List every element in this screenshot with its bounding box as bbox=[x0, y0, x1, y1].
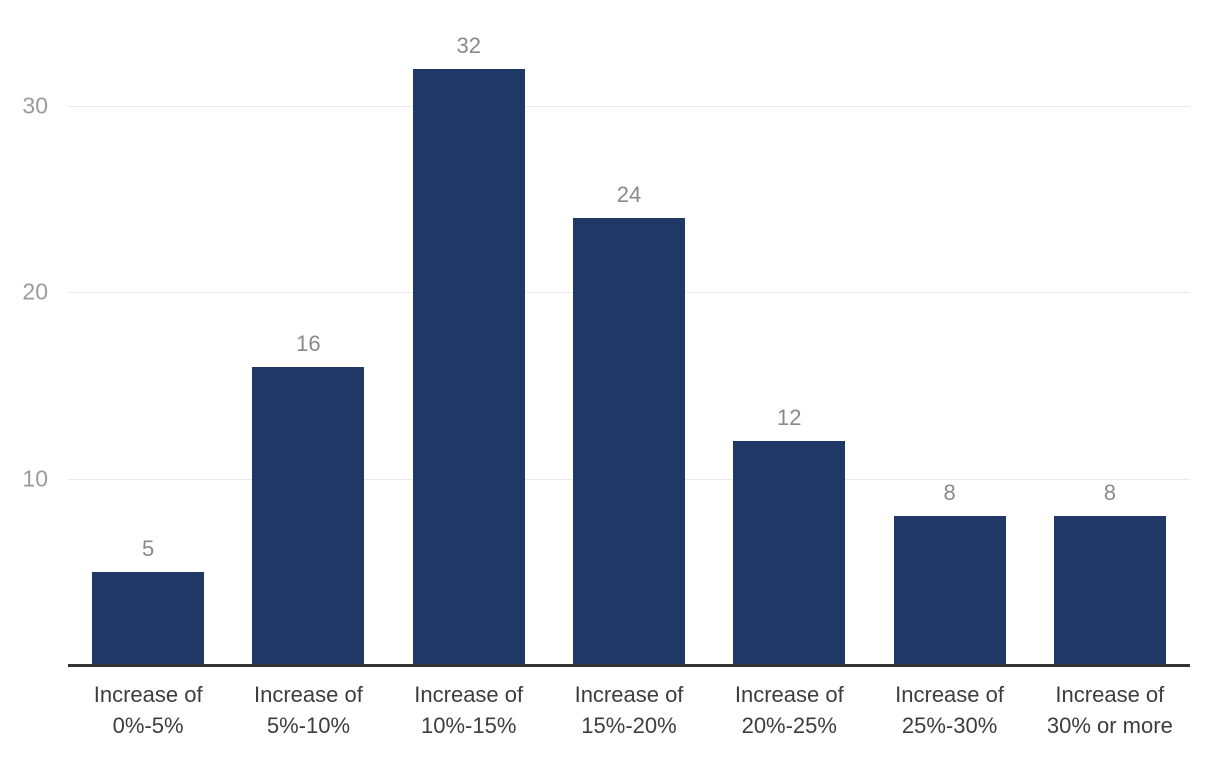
gridline-y-30 bbox=[68, 105, 1190, 107]
x-tick-label: Increase of 30% or more bbox=[1046, 682, 1173, 738]
bar-value-label: 8 bbox=[943, 479, 956, 505]
bar-3 bbox=[573, 217, 685, 665]
x-tick-label: Increase of 5%-10% bbox=[254, 682, 363, 738]
x-tick-label: Increase of 10%-15% bbox=[414, 682, 524, 738]
bar-1 bbox=[252, 366, 365, 665]
bar-2 bbox=[412, 68, 525, 665]
x-tick-label: Increase of 0%-5% bbox=[93, 682, 203, 738]
bar-6 bbox=[1053, 515, 1166, 665]
y-tick-label: 30 bbox=[22, 92, 48, 119]
bar-value-label: 8 bbox=[1103, 479, 1116, 505]
x-tick-label: Increase of 15%-20% bbox=[574, 682, 684, 738]
bar-0 bbox=[92, 571, 205, 665]
bar-value-label: 24 bbox=[616, 181, 642, 207]
x-axis-line bbox=[68, 664, 1190, 667]
bar-value-label: 12 bbox=[777, 405, 802, 431]
bar-value-label: 5 bbox=[142, 535, 155, 561]
y-tick-label: 10 bbox=[22, 465, 48, 492]
bar-value-label: 32 bbox=[456, 32, 481, 58]
x-tick-label: Increase of 20%-25% bbox=[734, 682, 844, 738]
bar-5 bbox=[893, 515, 1006, 665]
y-tick-label: 20 bbox=[22, 278, 48, 305]
bar-4 bbox=[733, 441, 846, 665]
bar-value-label: 16 bbox=[296, 330, 321, 356]
x-tick-label: Increase of 25%-30% bbox=[895, 682, 1004, 738]
